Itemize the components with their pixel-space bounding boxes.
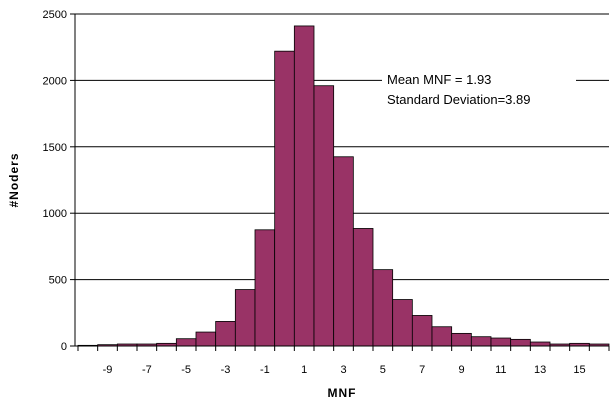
- x-tick-label: 9: [458, 364, 464, 376]
- bar: [352, 228, 374, 347]
- x-tick-label: 7: [419, 364, 425, 376]
- bar: [529, 341, 551, 347]
- bar: [313, 85, 335, 347]
- annotation-stddev: Standard Deviation=3.89: [387, 92, 530, 107]
- x-tick-labels: -9 -7 -5 -3 -1 1 3 5 7 9 11 13 15: [103, 364, 586, 376]
- x-tick-label: 11: [495, 364, 506, 376]
- gridlines: [70, 13, 609, 347]
- x-tick-label: -3: [221, 364, 231, 376]
- x-tick-label: 3: [340, 364, 346, 376]
- y-tick-label: 0: [61, 341, 67, 353]
- annotation-mean: Mean MNF = 1.93: [387, 72, 491, 87]
- bar: [411, 315, 433, 347]
- x-tick-label: 5: [380, 364, 386, 376]
- bar: [451, 332, 472, 347]
- bar: [470, 336, 492, 347]
- x-tick-label: 13: [534, 364, 546, 376]
- bar: [392, 299, 413, 347]
- bar: [254, 229, 276, 347]
- y-tick-labels: 0 500 1000 1500 2000 2500: [43, 9, 67, 353]
- y-tick-label: 2000: [43, 75, 67, 87]
- y-tick-label: 2500: [43, 9, 67, 21]
- bar: [274, 50, 295, 347]
- y-tick-label: 1500: [43, 142, 67, 154]
- bar: [195, 331, 217, 347]
- y-tick-label: 1000: [43, 208, 67, 220]
- bar: [333, 156, 354, 347]
- x-tick-label: 1: [301, 364, 307, 376]
- x-tick-label: -1: [260, 364, 270, 376]
- bar: [431, 326, 453, 347]
- x-tick-label: -9: [103, 364, 113, 376]
- x-tick-label: -7: [142, 364, 152, 376]
- bar: [372, 269, 394, 347]
- bar: [175, 338, 197, 347]
- bar: [510, 338, 531, 347]
- bar: [234, 289, 256, 347]
- bar: [490, 337, 512, 347]
- annotation-box: [382, 66, 576, 112]
- y-axis-title: #Noders: [7, 152, 21, 207]
- y-tick-label: 500: [49, 275, 67, 287]
- axes: [74, 14, 610, 351]
- bar: [215, 321, 236, 347]
- x-tick-label: 15: [573, 364, 585, 376]
- annotation: Mean MNF = 1.93 Standard Deviation=3.89: [382, 66, 576, 112]
- x-axis-title: MNF: [328, 386, 357, 400]
- bar: [293, 25, 315, 347]
- x-tick-label: -5: [181, 364, 191, 376]
